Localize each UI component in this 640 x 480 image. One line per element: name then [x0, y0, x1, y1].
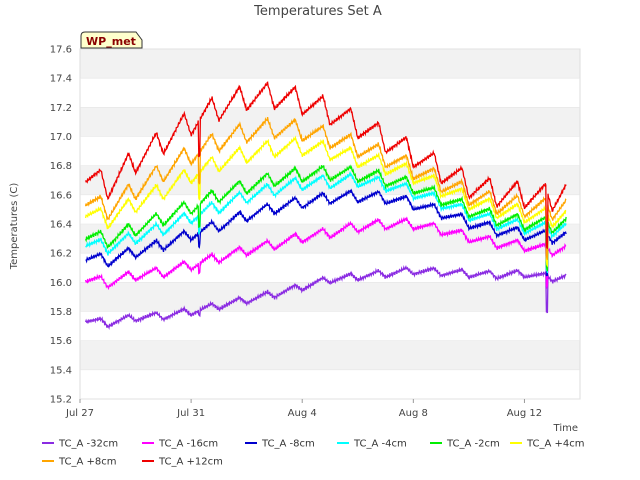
- x-tick-label: Jul 27: [65, 408, 94, 419]
- y-tick-label: 16.8: [50, 161, 72, 172]
- legend-label: TC_A -8cm: [261, 439, 315, 450]
- legend-label: TC_A -16cm: [158, 439, 218, 450]
- grid-band: [80, 107, 580, 137]
- series-lines: [84, 81, 567, 330]
- y-tick-label: 16.0: [50, 278, 72, 289]
- grid-band: [80, 340, 580, 370]
- station-badge-box: [80, 31, 143, 49]
- x-tick-label: Aug 4: [288, 408, 317, 419]
- y-tick-label: 17.0: [50, 132, 72, 143]
- legend-label: TC_A -32cm: [58, 439, 118, 450]
- series-line-5: [84, 135, 567, 268]
- legend: TC_A -32cm TC_A -16cm TC_A -8cm TC_A -4cm TC…: [42, 439, 585, 468]
- grid-band: [80, 282, 580, 312]
- y-tick-label: 15.4: [50, 365, 72, 376]
- x-tick-label: Jul 31: [176, 408, 205, 419]
- grid-band: [80, 49, 580, 79]
- legend-label: TC_A +4cm: [526, 439, 585, 450]
- station-badge: WP_met: [80, 31, 143, 49]
- legend-label: TC_A -4cm: [353, 439, 407, 450]
- chart-title: Temperatures Set A: [253, 4, 382, 19]
- y-tick-label: 15.8: [50, 307, 72, 318]
- y-tick-label: 15.6: [50, 336, 72, 347]
- series-line-6: [84, 116, 567, 260]
- legend-label: TC_A +8cm: [58, 457, 117, 468]
- y-axis-label: Temperatures (C): [9, 183, 20, 271]
- x-tick-label: Aug 8: [399, 408, 428, 419]
- series-line-2: [85, 188, 567, 277]
- x-axis-label: Time: [553, 423, 578, 434]
- y-tick-label: 16.2: [50, 249, 72, 260]
- grid-bands: [80, 49, 580, 370]
- series-line-3: [85, 170, 567, 274]
- x-tick-label: Aug 12: [507, 408, 542, 419]
- legend-label: TC_A -2cm: [446, 439, 500, 450]
- station-badge-label: WP_met: [86, 35, 136, 48]
- y-tick-label: 15.2: [50, 395, 72, 406]
- series-line-1: [84, 216, 567, 291]
- legend-label: TC_A +12cm: [158, 457, 223, 468]
- series-line-4: [85, 164, 567, 272]
- y-tick-label: 17.2: [50, 103, 72, 114]
- series-line-0: [84, 264, 567, 330]
- x-axis-ticks: Jul 27 Jul 31 Aug 4 Aug 8 Aug 12: [65, 399, 542, 419]
- y-tick-label: 17.4: [50, 74, 72, 85]
- y-tick-label: 16.6: [50, 190, 72, 201]
- y-axis-ticks: 15.2 15.4 15.6 15.8 16.0 16.2 16.4 16.6 16.8 17.0…: [50, 45, 580, 406]
- series-line-7: [84, 81, 567, 250]
- y-tick-label: 16.4: [50, 220, 72, 231]
- y-tick-label: 17.6: [50, 45, 72, 56]
